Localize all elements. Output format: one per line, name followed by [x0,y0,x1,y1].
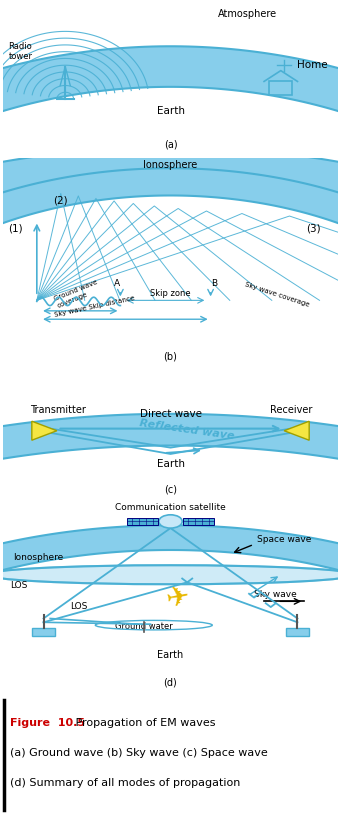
Text: Sky wave: Sky wave [254,589,297,598]
Text: Earth: Earth [157,106,184,116]
Text: A: A [114,279,120,288]
Text: (b): (b) [164,351,177,361]
Text: LOS: LOS [10,581,28,590]
Text: Space wave: Space wave [257,536,312,545]
Bar [32,628,55,636]
Polygon shape [0,0,341,348]
Polygon shape [32,421,57,440]
Text: (d) Summary of all modes of propagation: (d) Summary of all modes of propagation [10,778,240,788]
Text: Reflected wave: Reflected wave [139,418,235,441]
Text: Transmitter: Transmitter [30,405,86,415]
Polygon shape [0,414,341,798]
Text: Ionosphere: Ionosphere [143,160,198,170]
Text: Receiver: Receiver [270,405,312,415]
Text: (3): (3) [306,223,321,233]
Text: (a) Ground wave (b) Sky wave (c) Space wave: (a) Ground wave (b) Sky wave (c) Space w… [10,748,268,758]
Text: Figure  10.5: Figure 10.5 [10,718,85,728]
Text: (d): (d) [164,677,177,687]
Text: Atmosphere: Atmosphere [218,8,278,19]
Bar [269,81,293,95]
Text: Earth: Earth [157,459,184,468]
Bar [183,518,214,525]
Text: ✈: ✈ [163,582,191,613]
Text: Ground water: Ground water [115,622,173,631]
Circle shape [159,515,182,528]
Text: B: B [211,279,217,288]
Bar [127,518,158,525]
Text: Radio
tower: Radio tower [9,42,32,61]
Text: Skip zone: Skip zone [150,289,191,298]
Polygon shape [0,46,341,393]
Text: (2): (2) [54,196,68,206]
Text: Ground wave
coverage: Ground wave coverage [54,280,101,309]
Ellipse shape [0,565,341,585]
Bar [286,628,309,636]
Polygon shape [284,421,309,440]
Text: Earth: Earth [158,650,183,660]
Text: (c): (c) [164,484,177,494]
Text: LOS: LOS [70,602,88,611]
Text: Propagation of EM waves: Propagation of EM waves [72,718,216,728]
Text: Sky wave coverage: Sky wave coverage [244,281,310,307]
Text: Ionosphere: Ionosphere [13,553,64,562]
Text: Sky wave Skip distance: Sky wave Skip distance [54,295,135,318]
Text: (1): (1) [9,223,23,233]
Text: Communication satellite: Communication satellite [115,503,226,512]
Text: (a): (a) [164,140,177,150]
Text: Direct wave: Direct wave [139,409,202,419]
Polygon shape [0,525,341,736]
Polygon shape [0,168,341,369]
Polygon shape [0,147,341,471]
Text: Home: Home [297,60,328,70]
